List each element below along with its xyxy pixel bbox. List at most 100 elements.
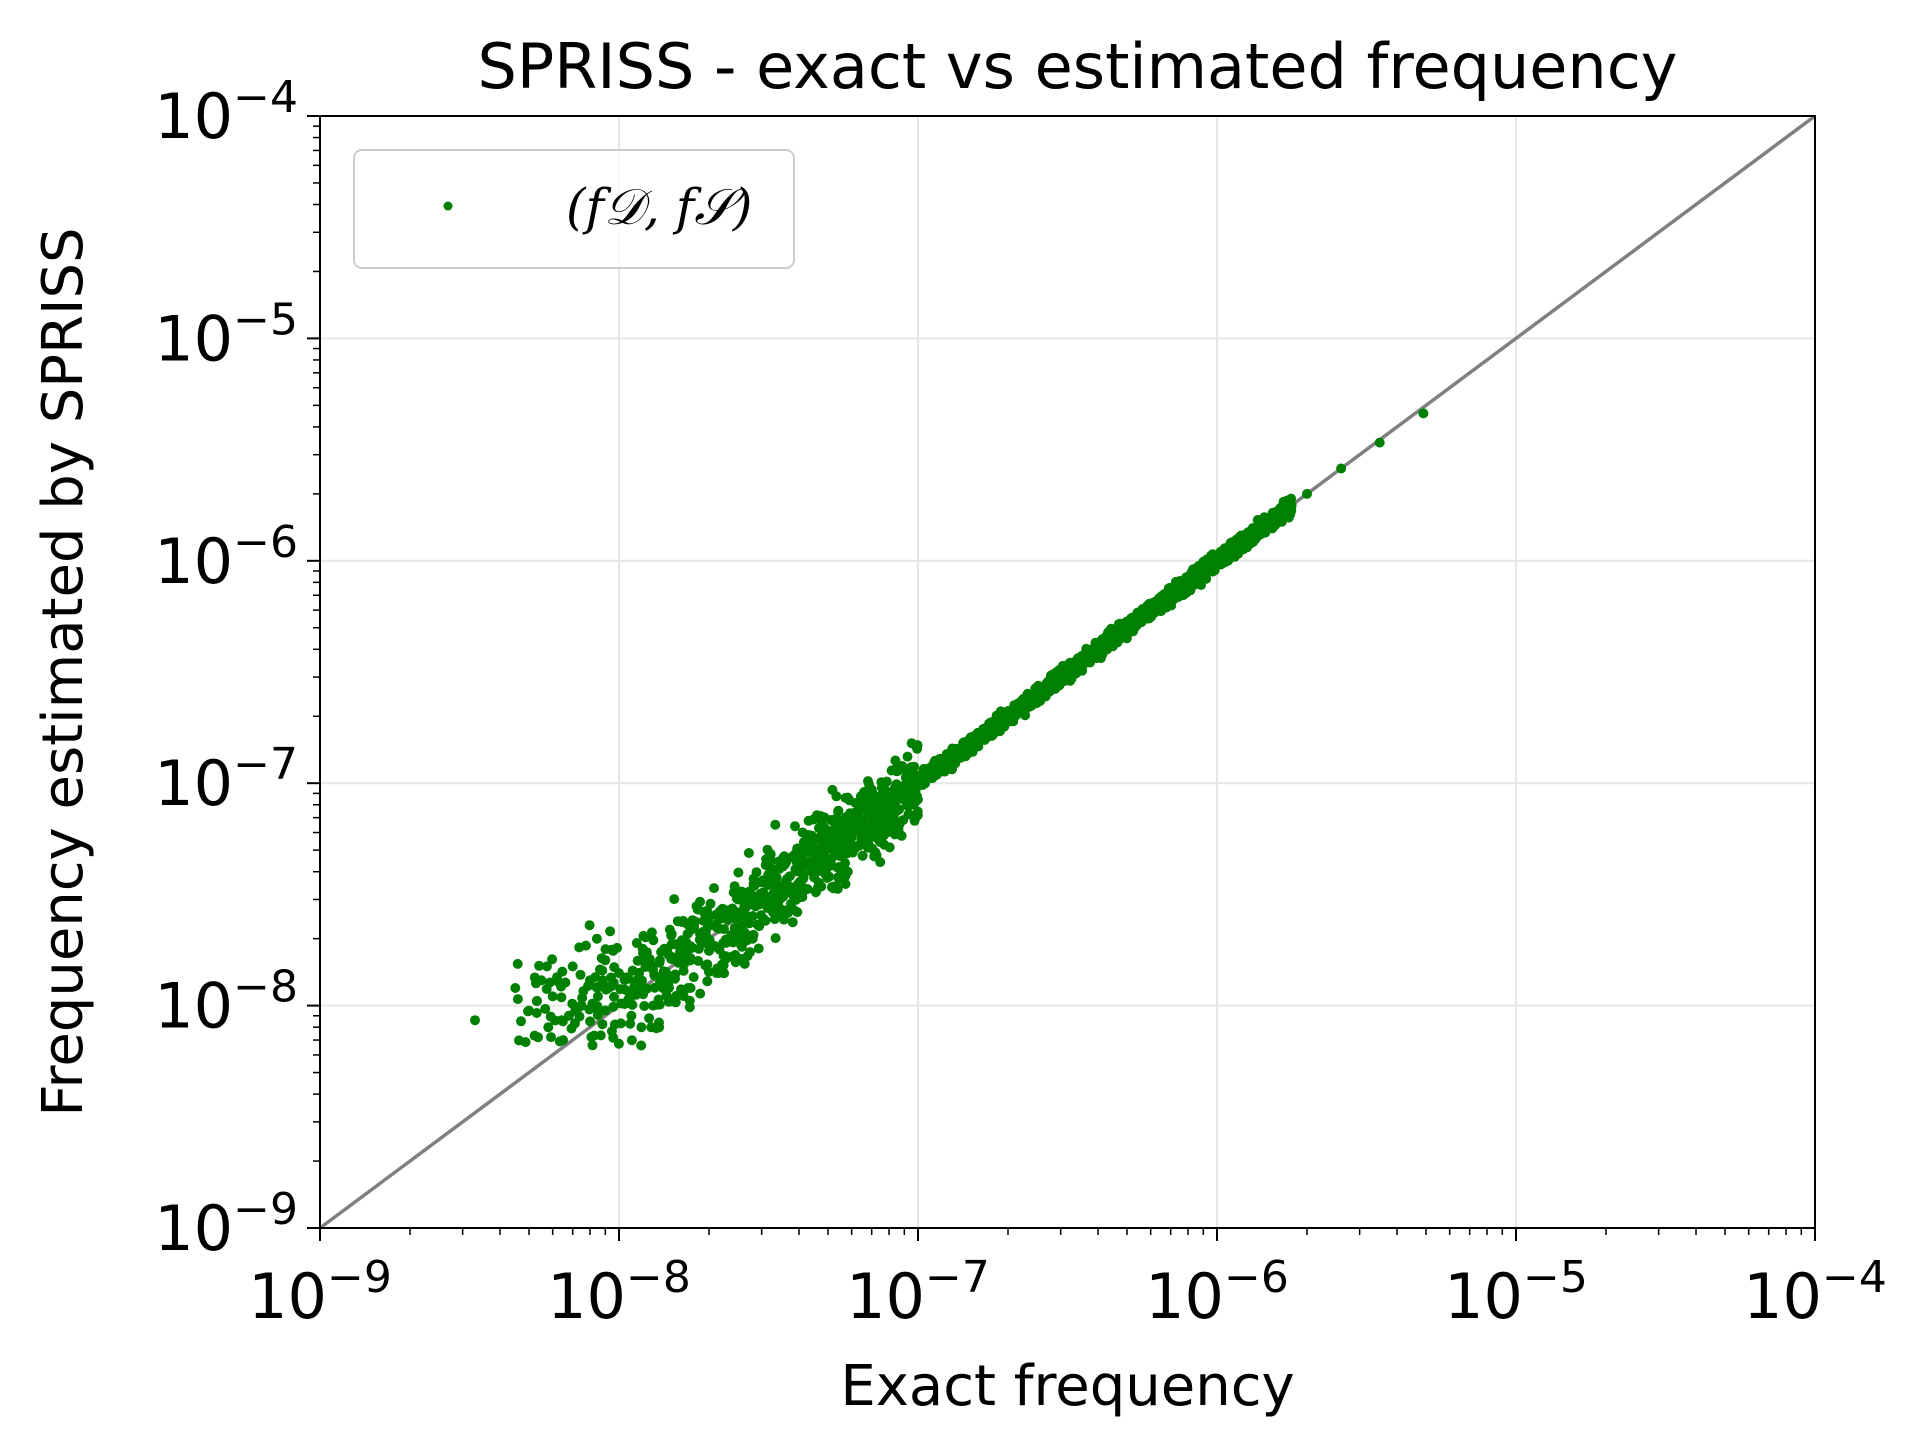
data-point bbox=[1264, 516, 1275, 527]
scatter-point bbox=[1203, 561, 1214, 572]
scatter-point bbox=[693, 955, 704, 966]
scatter-point bbox=[644, 954, 655, 965]
scatter-point bbox=[769, 889, 780, 900]
data-point bbox=[756, 876, 767, 887]
scatter-point bbox=[566, 1023, 577, 1034]
scatter-point bbox=[597, 1019, 608, 1030]
scatter-point bbox=[671, 939, 682, 950]
scatter-point bbox=[1157, 594, 1167, 605]
scatter-point bbox=[534, 960, 545, 971]
scatter-point bbox=[753, 943, 764, 954]
scatter-point bbox=[695, 988, 706, 999]
legend: (f𝒟, f𝒮) bbox=[353, 149, 795, 269]
scatter-point bbox=[556, 992, 567, 1003]
y-tick-label: 10−5 bbox=[154, 294, 298, 375]
data-point bbox=[1336, 463, 1347, 474]
scatter-point bbox=[909, 761, 919, 772]
scatter-point bbox=[609, 991, 619, 1002]
data-point bbox=[1122, 622, 1132, 633]
scatter-point bbox=[736, 886, 747, 897]
scatter-point bbox=[615, 1018, 626, 1029]
scatter-point bbox=[640, 962, 651, 972]
scatter-point bbox=[745, 947, 755, 958]
scatter-point bbox=[751, 867, 762, 878]
scatter-point bbox=[792, 866, 803, 877]
scatter-point bbox=[1243, 533, 1254, 544]
scatter-point bbox=[540, 1003, 551, 1014]
scatter-point bbox=[678, 965, 689, 976]
scatter-point bbox=[649, 982, 660, 993]
scatter-point bbox=[678, 991, 689, 1002]
scatter-point bbox=[813, 860, 824, 871]
scatter-point bbox=[591, 933, 602, 944]
scatter-point bbox=[820, 866, 831, 877]
scatter-point bbox=[805, 856, 816, 867]
scatter-point bbox=[925, 767, 936, 778]
scatter-point bbox=[897, 761, 908, 771]
scatter-point bbox=[856, 839, 867, 850]
data-point bbox=[965, 739, 976, 749]
scatter-point bbox=[1019, 697, 1029, 708]
scatter-point bbox=[520, 1037, 531, 1048]
scatter-point bbox=[593, 1005, 604, 1016]
scatter-point bbox=[663, 980, 674, 991]
scatter-point bbox=[819, 812, 830, 823]
data-point bbox=[891, 806, 902, 816]
y-axis-label: Frequency estimated by SPRISS bbox=[31, 227, 96, 1116]
scatter-point bbox=[584, 920, 595, 931]
data-point bbox=[510, 983, 521, 993]
scatter-point bbox=[705, 898, 716, 909]
scatter-point bbox=[670, 997, 681, 1008]
scatter-point bbox=[619, 999, 630, 1009]
scatter-point bbox=[587, 1040, 598, 1051]
scatter-point bbox=[533, 1032, 543, 1043]
scatter-point bbox=[589, 1030, 600, 1041]
scatter-point bbox=[600, 944, 611, 955]
scatter-cloud bbox=[512, 493, 1297, 1051]
scatter-point bbox=[827, 784, 838, 795]
x-tick-label: 10−6 bbox=[1145, 1252, 1289, 1333]
scatter-point bbox=[641, 983, 652, 994]
scatter-point bbox=[845, 808, 856, 819]
scatter-point bbox=[682, 929, 693, 939]
scatter-point bbox=[532, 995, 542, 1006]
data-point bbox=[567, 961, 578, 972]
scatter-point bbox=[811, 810, 822, 821]
scatter-point bbox=[870, 791, 881, 802]
scatter-point bbox=[833, 805, 844, 816]
scatter-point bbox=[669, 971, 680, 982]
scatter-point bbox=[842, 792, 853, 803]
scatter-point bbox=[876, 782, 887, 793]
scatter-point bbox=[885, 792, 896, 803]
scatter-point bbox=[829, 841, 840, 851]
scatter-point bbox=[1029, 692, 1040, 703]
scatter-point bbox=[890, 755, 901, 766]
scatter-point bbox=[608, 1001, 619, 1012]
data-point bbox=[1165, 590, 1176, 601]
scatter-point bbox=[859, 787, 870, 797]
scatter-point bbox=[770, 819, 781, 830]
scatter-point bbox=[736, 941, 747, 952]
scatter-point bbox=[1035, 683, 1046, 694]
scatter-point bbox=[770, 933, 781, 944]
scatter-point bbox=[554, 977, 564, 988]
scatter-point bbox=[889, 783, 900, 794]
data-point bbox=[543, 1022, 554, 1033]
scatter-point bbox=[887, 826, 898, 837]
x-tick-label: 10−5 bbox=[1444, 1252, 1588, 1333]
scatter-point bbox=[802, 884, 813, 895]
scatter-point bbox=[806, 866, 817, 877]
plot-frame bbox=[319, 115, 1816, 1229]
scatter-point bbox=[608, 1032, 619, 1043]
scatter-point bbox=[717, 903, 728, 914]
scatter-point bbox=[818, 821, 829, 832]
scatter-point bbox=[721, 937, 732, 948]
scatter-point bbox=[880, 800, 891, 811]
data-point bbox=[600, 955, 611, 966]
data-point bbox=[936, 764, 947, 775]
scatter-point bbox=[764, 861, 775, 872]
chart-title: SPRISS - exact vs estimated frequency bbox=[477, 30, 1677, 103]
scatter-point bbox=[1044, 684, 1055, 694]
data-point bbox=[846, 845, 857, 856]
